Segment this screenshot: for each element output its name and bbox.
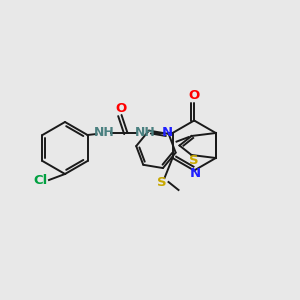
Text: Cl: Cl (34, 175, 48, 188)
Text: O: O (115, 101, 126, 115)
Text: NH: NH (94, 127, 115, 140)
Text: O: O (188, 89, 200, 102)
Text: S: S (157, 176, 166, 190)
Text: N: N (190, 167, 201, 180)
Text: NH: NH (135, 125, 156, 139)
Text: S: S (189, 154, 198, 166)
Text: N: N (162, 125, 173, 139)
